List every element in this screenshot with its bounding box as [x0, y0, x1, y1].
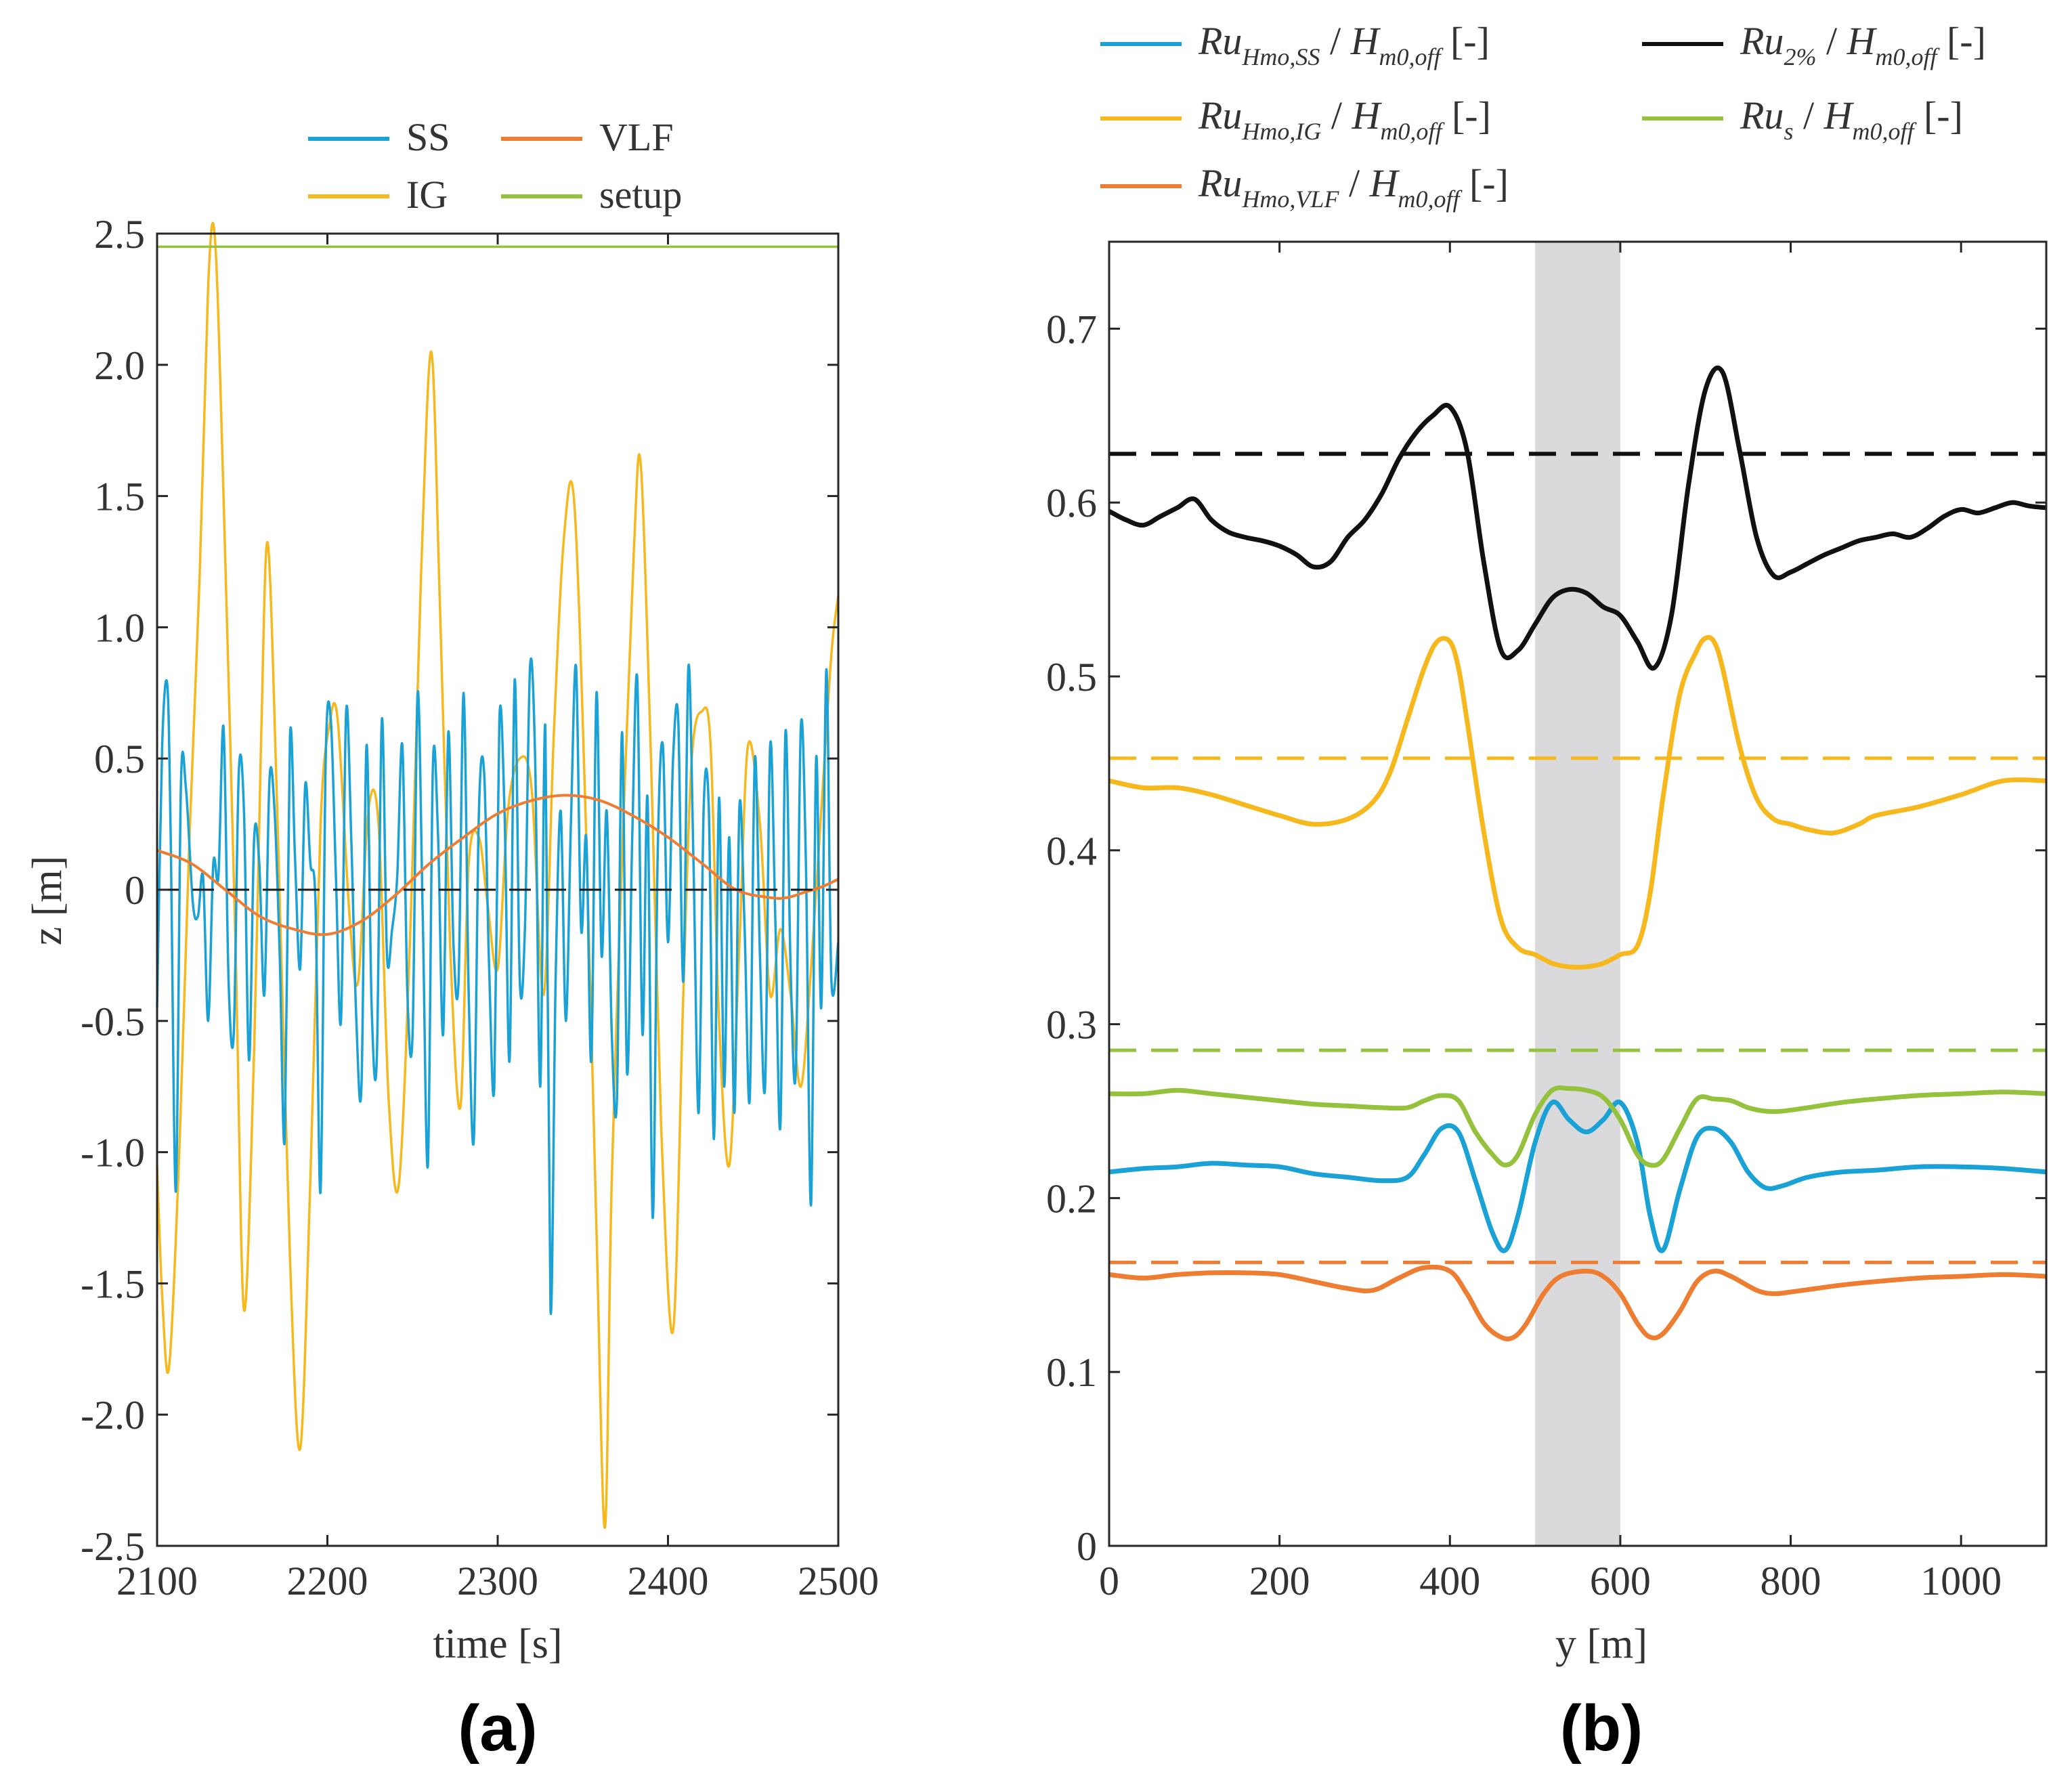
a-x-tick-label: 2400 [628, 1559, 709, 1603]
b-y-tick-label: 0.6 [1046, 481, 1097, 525]
b-y-tick-label: 0 [1077, 1524, 1097, 1569]
b-y-tick-label: 0.5 [1046, 655, 1097, 699]
ticks-a: 2100 2200 2300 2400 2500 -2.5 -2.0 -1.5 -1.0 -0.5… [81, 212, 879, 1603]
series-line-vlf [156, 794, 839, 936]
b-y-tick-label: 0.4 [1046, 829, 1097, 873]
series-line-ig [156, 221, 840, 1529]
plot-frame-b [1108, 240, 2048, 1547]
legend-a-label-ig: IG [406, 173, 448, 217]
legend-a-label-setup: setup [599, 173, 682, 217]
a-y-tick-label: 0.5 [94, 737, 145, 781]
b-x-tick-label: 800 [1761, 1559, 1821, 1603]
y-axis-label-a: z [m] [24, 856, 70, 946]
legend-b-label-ru2: Ru2% / Hm0,off [-] [1740, 19, 1986, 70]
a-x-tick-label: 2500 [798, 1559, 879, 1603]
legend-a-label-ss: SS [406, 115, 450, 159]
series-group-a [156, 221, 840, 1529]
series-line-setup [1108, 1085, 2047, 1168]
series-line-ig [1108, 634, 2047, 970]
panel-label-a: (a) [458, 1692, 537, 1765]
a-y-tick-label: 2.5 [94, 212, 145, 257]
a-y-tick-label: 0 [125, 868, 145, 913]
b-x-tick-label: 400 [1419, 1559, 1480, 1603]
x-axis-label-a: time [s] [433, 1621, 562, 1667]
series-line-vlf [1108, 1264, 2047, 1341]
series-line-ss [156, 657, 840, 1316]
panel-a: SS VLF IG setup 2100 2200 2300 2400 2500 -2.5… [24, 115, 879, 1765]
a-y-tick-label: 2.0 [94, 343, 145, 388]
a-x-tick-label: 2300 [457, 1559, 538, 1603]
legend-b-label-ig: RuHmo,IG / Hm0,off [-] [1198, 93, 1491, 145]
shaded-band-b [1535, 242, 1620, 1546]
panel-b: RuHmo,SS / Hm0,off [-] Ru2% / Hm0,off [-… [1046, 19, 2048, 1765]
b-y-tick-label: 0.2 [1046, 1176, 1097, 1221]
a-y-tick-label: -1.5 [81, 1261, 145, 1306]
b-y-tick-label: 0.3 [1046, 1003, 1097, 1047]
b-x-tick-label: 1000 [1920, 1559, 2002, 1603]
a-y-tick-label: 1.0 [94, 605, 145, 650]
b-y-tick-label: 0.1 [1046, 1350, 1097, 1395]
legend-b-label-ss: RuHmo,SS / Hm0,off [-] [1198, 19, 1490, 70]
a-y-tick-label: -2.0 [81, 1393, 145, 1438]
series-line-ss [1108, 1099, 2047, 1253]
mean-lines-b [1109, 452, 2046, 1264]
panel-label-b: (b) [1560, 1692, 1643, 1765]
legend-a: SS VLF IG setup [308, 115, 682, 217]
legend-b: RuHmo,SS / Hm0,off [-] Ru2% / Hm0,off [-… [1100, 19, 1986, 213]
legend-b-label-vlf: RuHmo,VLF / Hm0,off [-] [1198, 161, 1509, 213]
b-x-tick-label: 600 [1590, 1559, 1651, 1603]
legend-b-label-setup: Rus / Hm0,off [-] [1740, 93, 1963, 145]
series-line-ru2 [1108, 365, 2047, 671]
b-x-tick-label: 0 [1099, 1559, 1119, 1603]
a-y-tick-label: 1.5 [94, 475, 145, 519]
a-y-tick-label: -2.5 [81, 1524, 145, 1569]
a-y-tick-label: -1.0 [81, 1131, 145, 1175]
ticks-b: 0 200 400 600 800 1000 0 0.1 0.2 0.3 0.4 0.5 0.6 0.7 [1046, 242, 2046, 1603]
b-y-tick-label: 0.7 [1046, 307, 1097, 351]
a-x-tick-label: 2100 [116, 1559, 198, 1603]
x-axis-label-b: y [m] [1555, 1621, 1647, 1667]
series-group-b [1108, 365, 2047, 1341]
legend-a-label-vlf: VLF [599, 115, 674, 159]
a-x-tick-label: 2200 [287, 1559, 368, 1603]
a-y-tick-label: -0.5 [81, 999, 145, 1044]
b-x-tick-label: 200 [1249, 1559, 1310, 1603]
